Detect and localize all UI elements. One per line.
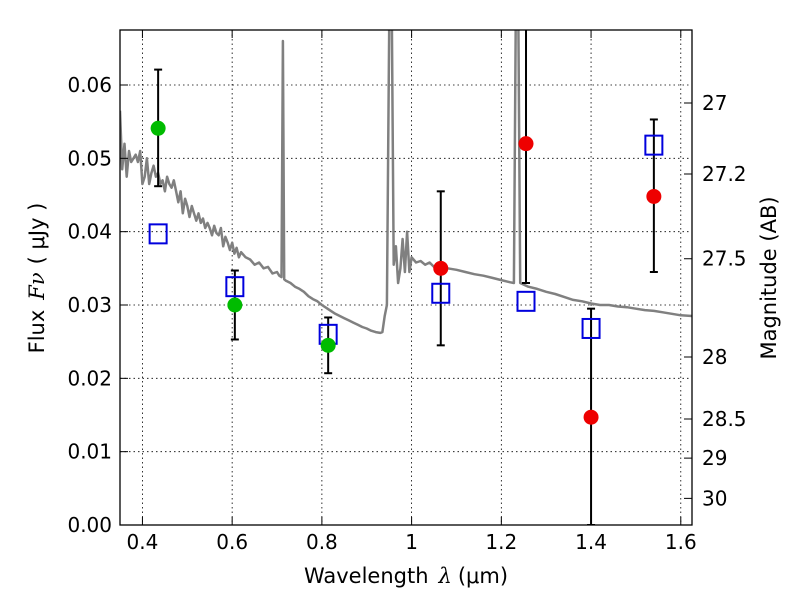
model-spectrum-layer [120, 30, 692, 335]
red-data-point [518, 136, 534, 152]
x-tick-label: 0.4 [127, 530, 159, 554]
red-data-point [583, 409, 599, 425]
x-axis-label: Wavelength λ (μm) [304, 564, 508, 588]
x-tick-label: 1.6 [665, 530, 697, 554]
y-axis-label: Flux Fν ( μJy ) [25, 203, 49, 354]
y-tick-label: 0.00 [67, 513, 112, 537]
green-data-point [320, 337, 336, 353]
red-data-point [646, 188, 662, 204]
x-tick-label: 0.8 [306, 530, 338, 554]
x-tick-label: 1 [405, 530, 418, 554]
y-tick-label: 0.04 [67, 220, 112, 244]
y-tick-label: 0.05 [67, 146, 112, 170]
plot-frame [119, 29, 693, 526]
y-axis-label-symbol: Fν [25, 272, 49, 301]
x-tick-label: 1.4 [575, 530, 607, 554]
plot-background [120, 30, 692, 525]
model-flux-square [431, 282, 451, 304]
x-axis-label-main: Wavelength [304, 564, 429, 588]
x-axis-label-unit: (μm) [458, 564, 508, 588]
y-tick-label: 0.06 [67, 73, 112, 97]
x-axis: 0.4 0.6 0.8 1 1.2 1.4 1.6 [127, 30, 697, 554]
x-axis-label-symbol: λ [438, 564, 452, 588]
y2-tick-label: 27.5 [702, 247, 747, 271]
green-data-point [150, 120, 166, 136]
model-flux-square [644, 134, 664, 156]
y2-tick-label: 27.2 [702, 162, 747, 186]
model-flux-square [148, 223, 168, 245]
x-tick-label: 0.6 [216, 530, 248, 554]
y-axis-left: 0.00 0.01 0.02 0.03 0.04 0.05 0.06 [67, 73, 128, 537]
y2-axis-label: Magnitude (AB) [757, 196, 781, 359]
y-axis-label-unit: ( μJy ) [25, 203, 49, 265]
y2-tick-label: 28 [702, 345, 727, 369]
y2-tick-label: 30 [702, 486, 727, 510]
y-axis-right: 27 27.2 27.5 28 28.5 29 30 [684, 91, 747, 510]
model-flux-square [516, 290, 536, 312]
red-data-point [433, 260, 449, 276]
y-tick-label: 0.03 [67, 293, 112, 317]
y-tick-label: 0.01 [67, 440, 112, 464]
y2-tick-label: 29 [702, 446, 727, 470]
green-data-point [227, 297, 243, 313]
model-flux-square [225, 276, 245, 298]
model-flux-square [581, 317, 601, 339]
marker-layer [148, 120, 664, 425]
y-axis-label-main: Flux [25, 310, 49, 354]
y-tick-label: 0.02 [67, 366, 112, 390]
x-tick-label: 1.2 [485, 530, 517, 554]
y2-tick-label: 27 [702, 91, 727, 115]
y2-tick-label: 28.5 [702, 407, 747, 431]
model-spectrum-line [120, 30, 692, 335]
